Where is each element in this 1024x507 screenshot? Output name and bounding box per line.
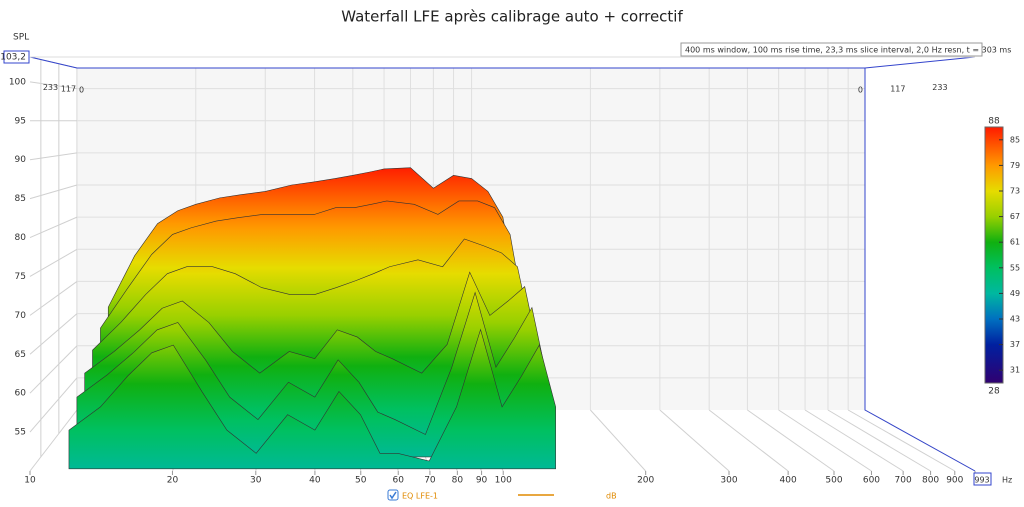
grid-line bbox=[29, 81, 78, 90]
grid-line bbox=[29, 216, 78, 239]
y-tick-label: 70 bbox=[15, 311, 27, 321]
x-limit-box bbox=[973, 472, 992, 486]
x-tick-label: 700 bbox=[895, 476, 912, 486]
grid-line bbox=[29, 248, 78, 277]
x-tick-label: 50 bbox=[355, 476, 367, 486]
legend-checkbox[interactable] bbox=[387, 489, 399, 501]
y-limit-box bbox=[3, 50, 30, 64]
grid-line bbox=[590, 409, 647, 472]
y-tick-label: 60 bbox=[15, 389, 27, 399]
color-tick-label: 55 bbox=[1010, 263, 1020, 272]
x-tick-label: 100 bbox=[495, 476, 512, 486]
y-tick-label: 75 bbox=[15, 272, 26, 282]
y-tick-label: 65 bbox=[15, 350, 26, 360]
z-tick-label: 117 bbox=[61, 84, 76, 93]
grid-line bbox=[29, 409, 78, 472]
grid-line bbox=[29, 281, 78, 316]
y-axis-label: SPL bbox=[13, 33, 29, 43]
grid-line bbox=[29, 345, 78, 394]
x-tick-label: 90 bbox=[476, 476, 488, 486]
grid-line bbox=[804, 409, 904, 472]
x-tick-label: 400 bbox=[780, 476, 797, 486]
x-tick-label: 993 bbox=[974, 476, 989, 485]
y-tick-label: 85 bbox=[15, 194, 26, 204]
grid-line bbox=[778, 409, 872, 472]
grid-line bbox=[29, 184, 78, 200]
color-tick-label: 43 bbox=[1010, 315, 1020, 324]
color-scale-label: 88 bbox=[988, 117, 1000, 127]
z-tick-label: 117 bbox=[890, 84, 905, 93]
chart-title: Waterfall LFE après calibrage auto + cor… bbox=[341, 8, 683, 26]
grid-line bbox=[29, 377, 78, 433]
x-tick-label: 10 bbox=[24, 476, 36, 486]
x-tick-label: 70 bbox=[424, 476, 436, 486]
x-unit: Hz bbox=[1002, 476, 1012, 485]
grid-line bbox=[847, 409, 956, 472]
color-tick-label: 37 bbox=[1010, 340, 1020, 349]
y-tick-label: 90 bbox=[15, 155, 27, 165]
color-tick-label: 85 bbox=[1010, 135, 1020, 144]
x-tick-label: 200 bbox=[637, 476, 654, 486]
color-scale bbox=[984, 126, 1004, 384]
y-tick-label: 103,2 bbox=[0, 53, 26, 63]
x-tick-label: 30 bbox=[250, 476, 262, 486]
annotation-box bbox=[680, 42, 983, 57]
x-tick-label: 300 bbox=[720, 476, 737, 486]
color-tick-label: 31 bbox=[1010, 366, 1020, 375]
grid-line bbox=[659, 409, 730, 472]
x-tick-label: 800 bbox=[922, 476, 939, 486]
y-tick-label: 80 bbox=[15, 233, 27, 243]
x-tick-label: 80 bbox=[452, 476, 464, 486]
legend-unit: dB bbox=[606, 492, 617, 501]
x-tick-label: 60 bbox=[393, 476, 405, 486]
grid-line bbox=[747, 409, 835, 472]
y-tick-label: 55 bbox=[15, 428, 26, 438]
x-tick-label: 20 bbox=[167, 476, 179, 486]
frame bbox=[864, 56, 976, 69]
grid-line bbox=[29, 152, 78, 161]
x-tick-label: 500 bbox=[825, 476, 842, 486]
y-tick-label: 95 bbox=[15, 116, 26, 126]
z-tick-label: 233 bbox=[932, 83, 947, 92]
z-tick-label: 0 bbox=[79, 86, 84, 95]
check-mark bbox=[389, 491, 397, 500]
x-tick-label: 600 bbox=[863, 476, 880, 486]
color-tick-label: 79 bbox=[1010, 161, 1020, 170]
grid-line bbox=[827, 409, 931, 472]
color-tick-label: 67 bbox=[1010, 212, 1020, 221]
annotation: 400 ms window, 100 ms rise time, 23,3 ms… bbox=[685, 46, 1011, 55]
color-tick-label: 61 bbox=[1010, 238, 1020, 247]
waterfall-slice bbox=[68, 328, 556, 470]
legend-label: EQ LFE-1 bbox=[402, 492, 438, 501]
x-tick-label: 40 bbox=[309, 476, 321, 486]
z-tick-label: 233 bbox=[43, 83, 58, 92]
x-tick-label: 900 bbox=[946, 476, 963, 486]
color-tick-label: 49 bbox=[1010, 289, 1020, 298]
grid-line bbox=[708, 409, 789, 472]
y-tick-label: 100 bbox=[9, 77, 26, 87]
color-tick-label: 73 bbox=[1010, 187, 1020, 196]
color-scale-label: 28 bbox=[988, 387, 1000, 397]
z-tick-label: 0 bbox=[858, 86, 863, 95]
grid-line bbox=[29, 313, 78, 355]
